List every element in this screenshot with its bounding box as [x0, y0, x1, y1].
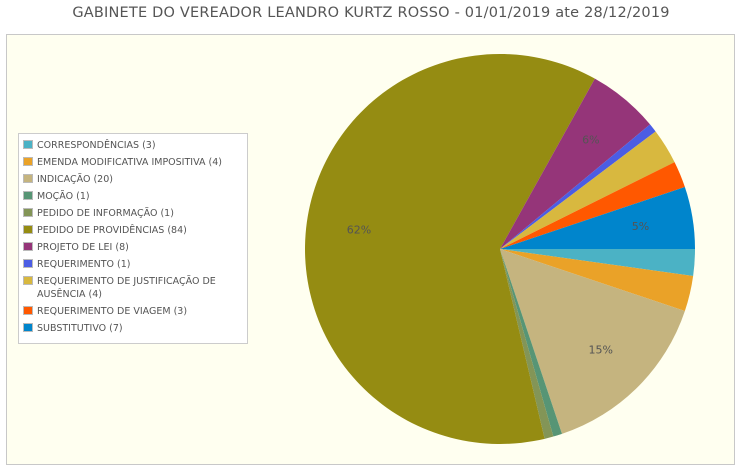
pie-slice[interactable]: [500, 131, 675, 249]
legend-swatch: [23, 191, 33, 200]
pie-slice[interactable]: [500, 187, 695, 249]
legend: CORRESPONDÊNCIAS (3) EMENDA MODIFICATIVA …: [18, 133, 248, 344]
legend-label: REQUERIMENTO DE VIAGEM (3): [37, 306, 188, 317]
legend-label: REQUERIMENTO (1): [37, 259, 131, 270]
pie-slice[interactable]: [500, 249, 562, 437]
legend-item[interactable]: REQUERIMENTO (1): [23, 258, 243, 271]
pie-slice[interactable]: [500, 249, 695, 276]
pie-slice[interactable]: [500, 124, 656, 249]
legend-item[interactable]: SUBSTITUTIVO (7): [23, 322, 243, 335]
chart-title: GABINETE DO VEREADOR LEANDRO KURTZ ROSSO…: [72, 5, 670, 21]
legend-swatch: [23, 259, 33, 268]
legend-swatch: [23, 242, 33, 251]
pie-slice[interactable]: [500, 249, 685, 434]
legend-item[interactable]: EMENDA MODIFICATIVA IMPOSITIVA (4): [23, 156, 243, 169]
legend-item[interactable]: PEDIDO DE INFORMAÇÃO (1): [23, 207, 243, 220]
pie-slice[interactable]: [500, 162, 685, 249]
legend-item[interactable]: PEDIDO DE PROVIDÊNCIAS (84): [23, 224, 243, 237]
legend-item[interactable]: PROJETO DE LEI (8): [23, 241, 243, 254]
pie-slice[interactable]: [500, 249, 554, 439]
slice-percent-label: 5%: [632, 220, 649, 233]
legend-label: EMENDA MODIFICATIVA IMPOSITIVA (4): [37, 157, 222, 168]
slice-percent-label: 6%: [582, 134, 599, 147]
pie-slice[interactable]: [305, 53, 595, 444]
legend-label: MOÇÃO (1): [37, 191, 90, 202]
legend-swatch: [23, 306, 33, 315]
legend-item[interactable]: REQUERIMENTO DE JUSTIFICAÇÃO DE AUSÊNCIA…: [23, 275, 243, 301]
legend-swatch: [23, 323, 33, 332]
legend-label: PEDIDO DE PROVIDÊNCIAS (84): [37, 225, 187, 236]
legend-label: PROJETO DE LEI (8): [37, 242, 129, 253]
legend-swatch: [23, 140, 33, 149]
slice-percent-label: 15%: [588, 344, 612, 357]
legend-label: INDICAÇÃO (20): [37, 174, 113, 185]
legend-swatch: [23, 225, 33, 234]
legend-item[interactable]: MOÇÃO (1): [23, 190, 243, 203]
legend-label: PEDIDO DE INFORMAÇÃO (1): [37, 208, 174, 219]
legend-label: REQUERIMENTO DE JUSTIFICAÇÃO DE AUSÊNCIA…: [37, 276, 216, 300]
legend-swatch: [23, 174, 33, 183]
legend-label: CORRESPONDÊNCIAS (3): [37, 140, 156, 151]
legend-label: SUBSTITUTIVO (7): [37, 323, 123, 334]
pie-slice[interactable]: [500, 78, 651, 249]
legend-swatch: [23, 208, 33, 217]
legend-swatch: [23, 157, 33, 166]
legend-item[interactable]: CORRESPONDÊNCIAS (3): [23, 139, 243, 152]
legend-item[interactable]: REQUERIMENTO DE VIAGEM (3): [23, 305, 243, 318]
pie-slice[interactable]: [500, 249, 694, 311]
slice-percent-label: 62%: [347, 223, 371, 236]
legend-swatch: [23, 276, 33, 285]
legend-item[interactable]: INDICAÇÃO (20): [23, 173, 243, 186]
